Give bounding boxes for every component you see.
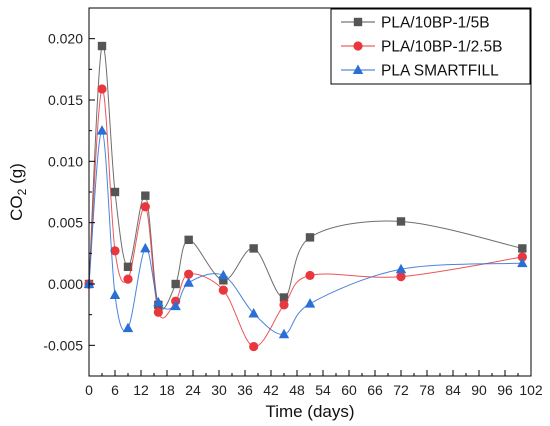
x-tick-label: 30 <box>211 382 227 398</box>
y-axis-title-subscript: 2 <box>15 188 29 195</box>
data-point <box>396 217 406 226</box>
x-tick-label: 24 <box>185 382 201 398</box>
x-tick-label: 90 <box>471 382 487 398</box>
data-point <box>153 307 163 317</box>
series-layer <box>83 41 528 352</box>
legend-marker <box>353 17 363 27</box>
legend-label: PLA/10BP-1/2.5B <box>381 39 503 56</box>
data-point <box>170 300 181 311</box>
x-tick-label: 84 <box>445 382 461 398</box>
x-tick-label: 54 <box>315 382 331 398</box>
data-point <box>123 274 133 284</box>
legend-item: PLA/10BP-1/2.5B <box>341 39 503 56</box>
y-axis-title-main: CO <box>7 195 26 221</box>
x-axis-title: Time (days) <box>265 402 354 421</box>
data-point <box>249 244 258 253</box>
data-point <box>123 262 133 272</box>
legend-item: PLA SMARTFILL <box>341 63 499 80</box>
data-point <box>279 300 289 310</box>
y-axis-title-unit: (g) <box>7 163 26 189</box>
data-point <box>141 191 150 200</box>
series-pla-10bp-1-2-5b <box>84 84 527 352</box>
legend-label: PLA/10BP-1/5B <box>381 15 490 32</box>
data-point <box>140 242 151 253</box>
data-point <box>279 293 289 302</box>
x-tick-label: 78 <box>419 382 435 398</box>
data-point <box>171 279 180 289</box>
x-tick-label: 6 <box>111 382 119 398</box>
series-pla-smartfill <box>83 125 528 339</box>
data-point <box>109 289 121 300</box>
x-tick-label: 96 <box>497 382 513 398</box>
data-point <box>396 272 406 282</box>
legend-marker <box>352 64 364 74</box>
y-tick-label: 0.020 <box>48 31 83 47</box>
data-point <box>122 322 134 333</box>
data-point <box>153 296 164 307</box>
data-point <box>184 269 194 279</box>
data-point <box>184 235 193 245</box>
data-point <box>395 263 407 274</box>
data-point <box>218 285 228 295</box>
data-point <box>96 125 108 135</box>
x-tick-label: 36 <box>237 382 253 398</box>
data-point <box>518 244 527 253</box>
data-point <box>305 270 315 281</box>
legend-item: PLA/10BP-1/5B <box>341 15 490 32</box>
x-tick-label: 66 <box>367 382 383 398</box>
legend-label: PLA SMARTFILL <box>381 63 499 80</box>
x-tick-label: 0 <box>85 382 93 398</box>
data-point <box>517 252 527 262</box>
y-axis-title: CO2 (g) <box>7 163 29 221</box>
data-point <box>183 277 194 287</box>
data-point <box>218 269 229 280</box>
data-point <box>249 341 259 352</box>
y-tick-label: 0.015 <box>48 92 83 108</box>
series-line <box>88 130 523 335</box>
data-point <box>305 233 315 242</box>
x-tick-label: 12 <box>133 382 149 398</box>
y-tick-label: -0.005 <box>43 337 83 353</box>
legend-marker <box>353 41 363 51</box>
series-line <box>88 88 523 348</box>
data-point <box>304 298 316 308</box>
x-tick-label: 18 <box>159 382 175 398</box>
legend: PLA/10BP-1/5B PLA/10BP-1/2.5B PLA SMARTFIL… <box>330 8 531 85</box>
y-tick-label: 0.010 <box>48 153 83 169</box>
x-tick-label: 42 <box>263 382 279 398</box>
y-tick-label: 0.000 <box>48 276 83 292</box>
axes-layer: 0 6 12 18 24 30 36 42 48 54 60 66 72 78 84 90 96 102 -0.00… <box>43 7 543 398</box>
data-point <box>110 187 120 197</box>
y-tick-label: 0.005 <box>48 215 83 231</box>
data-point <box>97 84 107 94</box>
data-point <box>110 246 120 256</box>
data-point <box>248 307 259 318</box>
data-point <box>97 41 107 51</box>
x-tick-label: 60 <box>341 382 357 398</box>
data-point <box>517 257 528 268</box>
x-tick-label: 102 <box>519 382 543 398</box>
data-point <box>219 276 228 285</box>
data-point <box>278 328 290 339</box>
x-tick-label: 72 <box>393 382 409 398</box>
data-point <box>140 202 150 212</box>
x-tick-label: 48 <box>289 382 305 398</box>
